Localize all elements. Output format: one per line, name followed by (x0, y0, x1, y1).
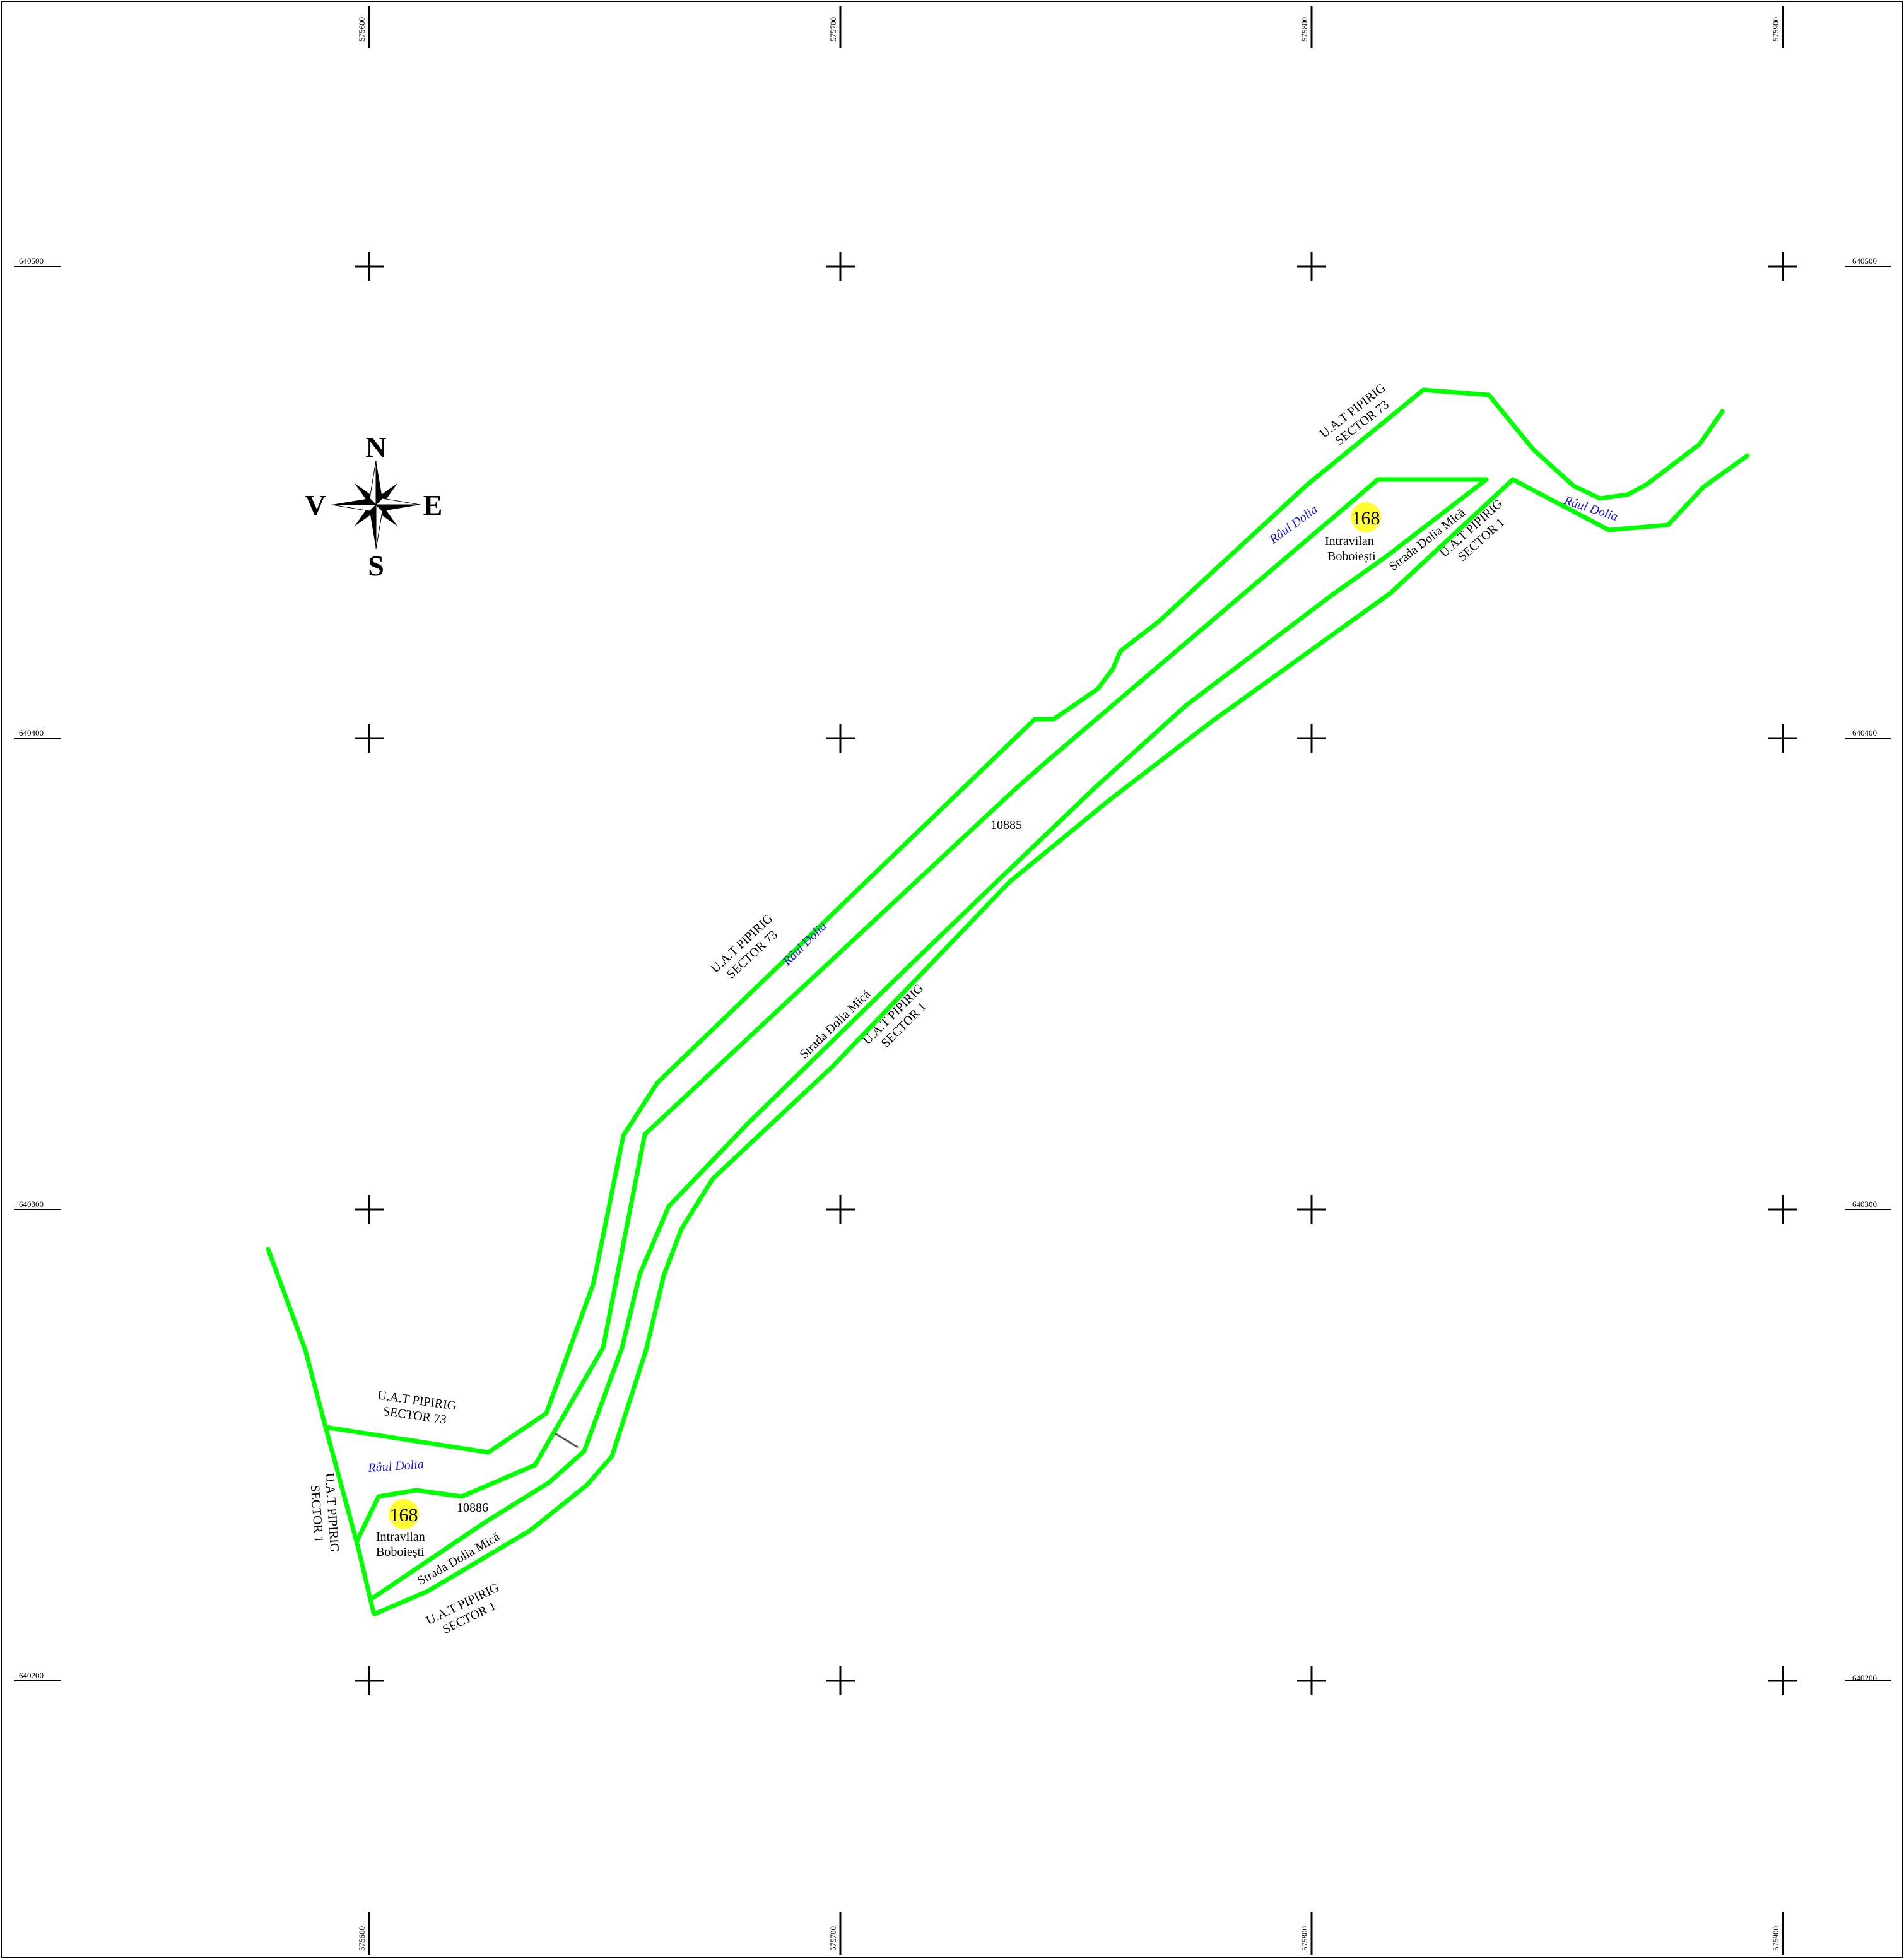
y-tick-label-left: 640500 (19, 256, 44, 266)
uat-sector73-label-mid: U.A.T PIPIRIG SECTOR 73 (708, 912, 785, 987)
badge-number-north: 168 (1352, 508, 1380, 529)
y-tick-label-left: 640300 (19, 1199, 44, 1209)
boundary-south-outer (375, 456, 1748, 1614)
intravilan-label-south-2: Boboiești (376, 1545, 425, 1559)
river-label-mid: Râul Dolia (780, 919, 830, 969)
x-tick-label-top: 575700 (828, 17, 838, 42)
parcel-number-main: 10885 (990, 818, 1022, 832)
x-tick-marks (369, 6, 1783, 1955)
y-tick-label-left: 640400 (19, 728, 44, 738)
x-tick-label-top: 575900 (1771, 17, 1780, 42)
y-tick-label-right: 640300 (1852, 1199, 1877, 1209)
badge-number-south: 168 (390, 1505, 418, 1526)
x-tick-label-bottom: 575600 (357, 1926, 367, 1951)
y-tick-label-right: 640200 (1852, 1673, 1877, 1683)
uat-sector1-label-bottom: U.A.T PIPIRIG SECTOR 1 (424, 1580, 508, 1641)
y-tick-label-right: 640500 (1852, 256, 1877, 266)
y-tick-label-left: 640200 (19, 1671, 44, 1680)
x-tick-label-top: 575600 (357, 17, 367, 42)
x-tick-label-bottom: 575900 (1771, 1926, 1780, 1951)
x-tick-label-top: 575800 (1300, 17, 1309, 42)
uat-sector73-label-bottom: U.A.T PIPIRIG SECTOR 73 (375, 1388, 457, 1428)
x-tick-label-bottom: 575800 (1300, 1926, 1309, 1951)
boundary-north-outer (326, 390, 1722, 1452)
parcel-boundaries (268, 390, 1748, 1614)
river-label-bottom: Râul Dolia (367, 1457, 425, 1475)
uat-sector1-label-left: U.A.T PIPIRIG SECTOR 1 (307, 1473, 342, 1554)
compass-north: N (365, 431, 386, 463)
compass-east: E (423, 489, 443, 521)
compass-south: S (368, 550, 384, 582)
connector-line (555, 1433, 578, 1447)
street-label-mid: Strada Dolia Mică (797, 987, 873, 1062)
x-tick-label-bottom: 575700 (828, 1926, 838, 1951)
compass-rose-icon (332, 461, 420, 549)
grid-crosses (355, 252, 1797, 1695)
compass-west: V (305, 489, 326, 521)
uat-sector1-label-mid: U.A.T PIPIRIG SECTOR 1 (861, 982, 937, 1058)
intravilan-label-south: Intravilan (376, 1530, 425, 1544)
y-tick-marks (14, 266, 1891, 1681)
parcel-number-small: 10886 (457, 1501, 488, 1515)
svg-text:SECTOR 1: SECTOR 1 (308, 1485, 326, 1543)
river-label-top: Râul Dolia (1266, 502, 1320, 546)
intravilan-label-north-2: Boboiești (1327, 550, 1376, 563)
intravilan-label-north: Intravilan (1325, 534, 1374, 548)
y-tick-label-right: 640400 (1852, 728, 1877, 738)
